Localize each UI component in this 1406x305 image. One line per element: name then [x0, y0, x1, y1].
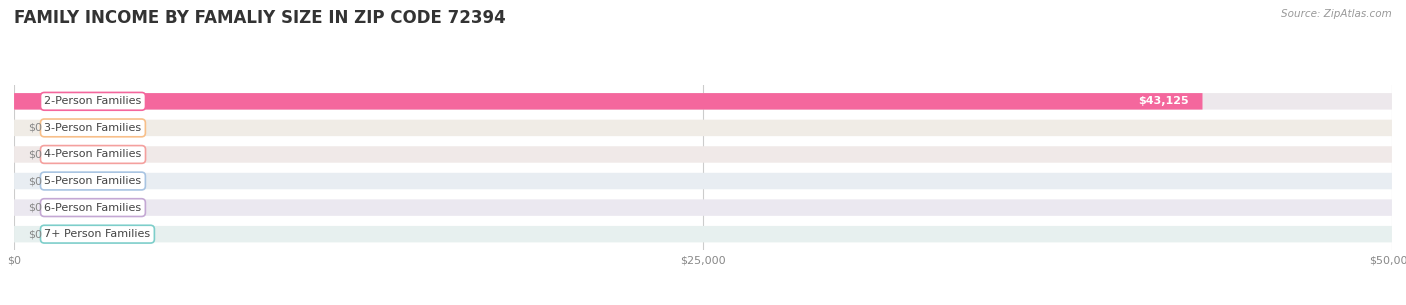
Text: 4-Person Families: 4-Person Families: [45, 149, 142, 160]
Text: $0: $0: [28, 149, 42, 160]
FancyBboxPatch shape: [14, 120, 1392, 136]
Text: $0: $0: [28, 176, 42, 186]
FancyBboxPatch shape: [14, 173, 1392, 189]
Text: 6-Person Families: 6-Person Families: [45, 203, 142, 213]
FancyBboxPatch shape: [14, 93, 1202, 109]
FancyBboxPatch shape: [14, 93, 1392, 109]
Text: $43,125: $43,125: [1137, 96, 1188, 106]
Text: 3-Person Families: 3-Person Families: [45, 123, 142, 133]
Text: 7+ Person Families: 7+ Person Families: [45, 229, 150, 239]
FancyBboxPatch shape: [14, 146, 1392, 163]
Text: Source: ZipAtlas.com: Source: ZipAtlas.com: [1281, 9, 1392, 19]
Text: $0: $0: [28, 229, 42, 239]
Text: FAMILY INCOME BY FAMALIY SIZE IN ZIP CODE 72394: FAMILY INCOME BY FAMALIY SIZE IN ZIP COD…: [14, 9, 506, 27]
FancyBboxPatch shape: [14, 199, 1392, 216]
Text: $0: $0: [28, 203, 42, 213]
Text: $0: $0: [28, 123, 42, 133]
Text: 5-Person Families: 5-Person Families: [45, 176, 142, 186]
FancyBboxPatch shape: [14, 226, 1392, 242]
Text: 2-Person Families: 2-Person Families: [45, 96, 142, 106]
